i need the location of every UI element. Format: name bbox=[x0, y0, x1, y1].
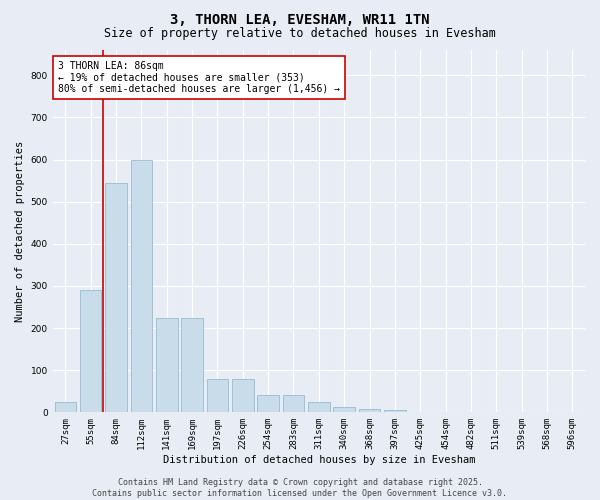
Bar bbox=[359, 409, 380, 412]
Bar bbox=[232, 378, 254, 412]
Bar bbox=[105, 182, 127, 412]
Y-axis label: Number of detached properties: Number of detached properties bbox=[15, 140, 25, 322]
Bar bbox=[257, 396, 279, 412]
Bar bbox=[334, 408, 355, 412]
Text: 3, THORN LEA, EVESHAM, WR11 1TN: 3, THORN LEA, EVESHAM, WR11 1TN bbox=[170, 12, 430, 26]
Bar bbox=[181, 318, 203, 412]
Bar bbox=[384, 410, 406, 412]
Bar bbox=[308, 402, 329, 412]
X-axis label: Distribution of detached houses by size in Evesham: Distribution of detached houses by size … bbox=[163, 455, 475, 465]
Bar bbox=[80, 290, 101, 412]
Bar bbox=[156, 318, 178, 412]
Bar bbox=[55, 402, 76, 412]
Bar bbox=[131, 160, 152, 412]
Bar bbox=[206, 378, 228, 412]
Text: Size of property relative to detached houses in Evesham: Size of property relative to detached ho… bbox=[104, 28, 496, 40]
Text: Contains HM Land Registry data © Crown copyright and database right 2025.
Contai: Contains HM Land Registry data © Crown c… bbox=[92, 478, 508, 498]
Bar bbox=[283, 396, 304, 412]
Text: 3 THORN LEA: 86sqm
← 19% of detached houses are smaller (353)
80% of semi-detach: 3 THORN LEA: 86sqm ← 19% of detached hou… bbox=[58, 61, 340, 94]
